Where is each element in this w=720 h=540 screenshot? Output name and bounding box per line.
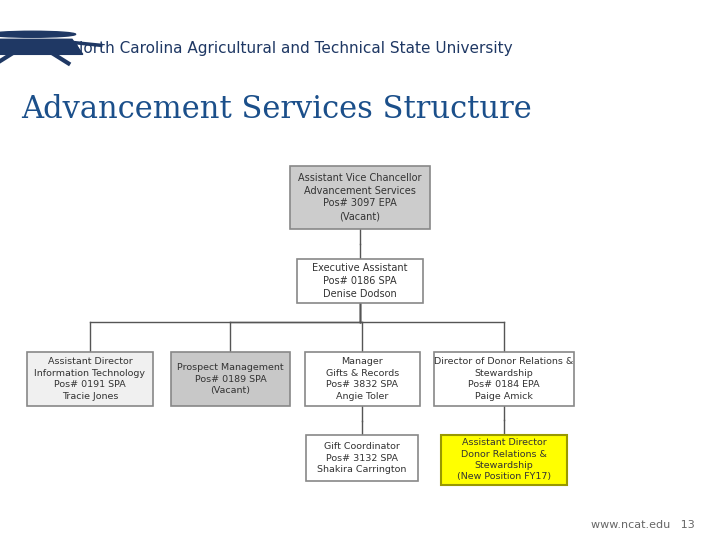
FancyBboxPatch shape xyxy=(297,259,423,303)
FancyBboxPatch shape xyxy=(289,166,430,228)
Polygon shape xyxy=(0,39,83,55)
Text: www.ncat.edu   13: www.ncat.edu 13 xyxy=(591,519,695,530)
Text: Executive Assistant
Pos# 0186 SPA
Denise Dodson: Executive Assistant Pos# 0186 SPA Denise… xyxy=(312,264,408,299)
FancyBboxPatch shape xyxy=(433,352,575,406)
Text: Assistant Director
Donor Relations &
Stewardship
(New Position FY17): Assistant Director Donor Relations & Ste… xyxy=(457,438,551,482)
Text: Prospect Management
Pos# 0189 SPA
(Vacant): Prospect Management Pos# 0189 SPA (Vacan… xyxy=(177,363,284,395)
FancyBboxPatch shape xyxy=(307,435,418,481)
FancyBboxPatch shape xyxy=(305,352,420,406)
Text: Manager
Gifts & Records
Pos# 3832 SPA
Angie Toler: Manager Gifts & Records Pos# 3832 SPA An… xyxy=(325,357,399,401)
Text: Assistant Director
Information Technology
Pos# 0191 SPA
Tracie Jones: Assistant Director Information Technolog… xyxy=(35,357,145,401)
Circle shape xyxy=(0,31,76,37)
FancyBboxPatch shape xyxy=(27,352,153,406)
Text: Director of Donor Relations &
Stewardship
Pos# 0184 EPA
Paige Amick: Director of Donor Relations & Stewardshi… xyxy=(434,357,574,401)
Text: North Carolina Agricultural and Technical State University: North Carolina Agricultural and Technica… xyxy=(72,41,513,56)
FancyBboxPatch shape xyxy=(441,435,567,485)
Text: Advancement Services Structure: Advancement Services Structure xyxy=(22,94,532,125)
FancyBboxPatch shape xyxy=(171,352,289,406)
Text: Assistant Vice Chancellor
Advancement Services
Pos# 3097 EPA
(Vacant): Assistant Vice Chancellor Advancement Se… xyxy=(298,173,422,221)
Text: Gift Coordinator
Pos# 3132 SPA
Shakira Carrington: Gift Coordinator Pos# 3132 SPA Shakira C… xyxy=(318,442,407,474)
